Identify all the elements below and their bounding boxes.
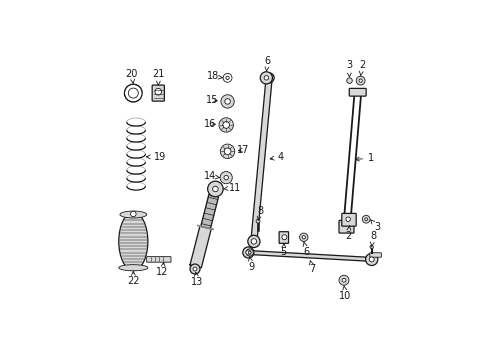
Circle shape [243,247,254,258]
Circle shape [366,253,378,266]
Text: 19: 19 [147,152,166,162]
Circle shape [365,218,368,221]
Text: 7: 7 [310,261,316,274]
Polygon shape [190,226,211,268]
Circle shape [224,175,228,180]
Circle shape [251,239,257,244]
Circle shape [220,172,232,184]
Circle shape [221,95,234,108]
Text: 6: 6 [265,56,271,71]
Text: 21: 21 [152,69,165,85]
Text: 4: 4 [270,152,284,162]
Circle shape [213,186,218,192]
Text: 22: 22 [127,271,140,286]
Circle shape [224,148,231,155]
Text: 12: 12 [156,262,169,277]
Circle shape [362,215,370,223]
Circle shape [264,76,269,80]
FancyBboxPatch shape [279,232,289,243]
Text: 15: 15 [206,95,219,105]
Circle shape [356,76,365,85]
Text: 8: 8 [370,231,376,247]
Circle shape [190,264,200,274]
Polygon shape [248,251,372,261]
Circle shape [342,278,346,282]
Circle shape [219,118,233,132]
FancyBboxPatch shape [349,89,366,96]
Text: 2: 2 [359,60,365,76]
Circle shape [370,245,373,249]
Text: 3: 3 [370,220,380,232]
Circle shape [248,235,260,247]
Circle shape [246,250,251,255]
Text: 6: 6 [303,242,310,257]
Text: 16: 16 [204,118,216,129]
Text: 9: 9 [248,256,254,272]
Circle shape [359,79,362,82]
Circle shape [220,144,235,158]
Text: 10: 10 [339,285,351,301]
Text: 20: 20 [126,69,138,83]
Circle shape [193,267,197,271]
Text: 13: 13 [191,272,203,287]
Text: 3: 3 [346,60,352,77]
Text: 17: 17 [238,145,250,155]
Text: 11: 11 [223,183,242,193]
Circle shape [130,211,136,217]
FancyBboxPatch shape [147,257,171,262]
Text: 1: 1 [355,153,374,163]
Polygon shape [251,77,272,242]
Circle shape [208,181,223,197]
Circle shape [339,275,349,285]
Circle shape [260,72,272,84]
Circle shape [223,122,229,128]
Text: 5: 5 [280,244,286,257]
FancyBboxPatch shape [152,85,164,101]
Text: 8: 8 [257,206,263,220]
Ellipse shape [120,211,147,218]
Circle shape [225,99,230,104]
Ellipse shape [119,265,148,271]
FancyBboxPatch shape [342,213,356,226]
Circle shape [300,233,308,242]
Circle shape [248,251,251,254]
Text: 14: 14 [204,171,220,181]
Circle shape [369,257,374,262]
Ellipse shape [119,212,148,270]
Circle shape [246,249,253,256]
FancyBboxPatch shape [339,220,354,233]
Circle shape [302,235,305,239]
Text: 2: 2 [345,225,351,241]
Circle shape [347,78,352,84]
Circle shape [346,217,350,221]
Circle shape [155,89,162,95]
FancyBboxPatch shape [370,253,381,257]
Text: 18: 18 [207,72,222,81]
Polygon shape [197,225,214,230]
Circle shape [264,73,274,83]
Circle shape [256,219,260,223]
Polygon shape [201,194,219,229]
Circle shape [282,235,287,240]
